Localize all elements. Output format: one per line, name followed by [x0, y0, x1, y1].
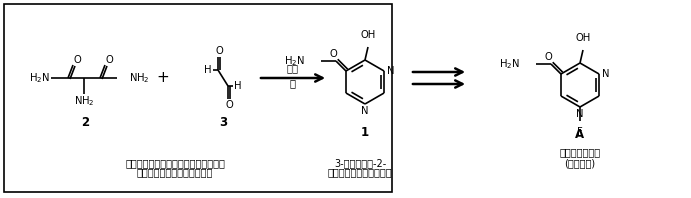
Text: 水: 水 [290, 78, 296, 88]
Text: H$_2$N: H$_2$N [29, 71, 50, 85]
Text: O: O [225, 100, 233, 110]
Text: OH: OH [576, 33, 591, 43]
Text: O: O [544, 52, 552, 62]
Text: H$_2$N: H$_2$N [284, 54, 305, 68]
Text: 3: 3 [219, 116, 227, 129]
Text: N: N [361, 106, 369, 116]
Text: H: H [234, 81, 242, 91]
Bar [4, 4, 392, 192]
Text: F: F [577, 127, 583, 137]
Text: 3-ヒドロキシ-2-: 3-ヒドロキシ-2- [334, 158, 386, 168]
Text: O: O [215, 46, 223, 56]
Text: O: O [105, 55, 113, 65]
Text: OH: OH [361, 30, 376, 40]
Text: ファビピラビル: ファビピラビル [560, 147, 600, 157]
Text: 今回開発した水中有機反応を利用する: 今回開発した水中有機反応を利用する [125, 158, 225, 168]
Text: NH$_2$: NH$_2$ [129, 71, 149, 85]
Text: O: O [73, 55, 81, 65]
Text: H$_2$N: H$_2$N [499, 57, 520, 71]
Text: N: N [602, 69, 609, 79]
Text: 触媒: 触媒 [287, 63, 299, 73]
Text: ピラジンカルボキサミド: ピラジンカルボキサミド [328, 167, 392, 177]
Text: +: + [157, 70, 169, 86]
Text: NH$_2$: NH$_2$ [74, 94, 94, 108]
Text: N: N [387, 66, 395, 76]
Text: A: A [576, 129, 585, 142]
Text: (アビガン): (アビガン) [565, 158, 596, 168]
Text: 2: 2 [81, 116, 89, 129]
Text: N: N [576, 109, 584, 119]
Text: H: H [205, 65, 211, 75]
Text: O: O [329, 49, 337, 59]
Text: ファビピラビル中間体の合成: ファビピラビル中間体の合成 [137, 167, 214, 177]
Text: 1: 1 [361, 126, 369, 138]
